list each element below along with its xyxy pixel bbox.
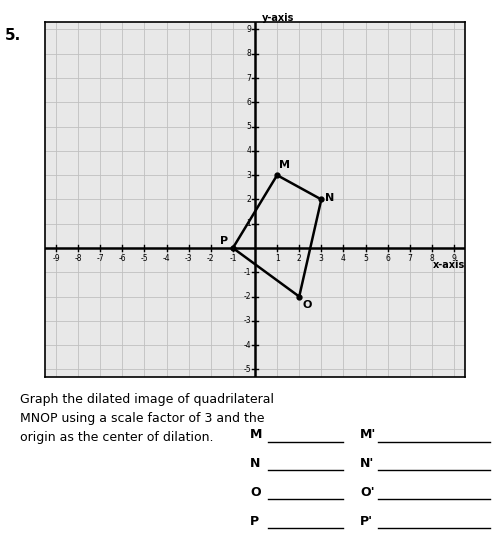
Text: -4: -4 (244, 341, 251, 350)
Text: -7: -7 (96, 254, 104, 263)
Text: O: O (302, 300, 312, 310)
Text: 1: 1 (274, 254, 280, 263)
Text: N': N' (360, 457, 374, 470)
Text: M': M' (360, 428, 376, 442)
Text: N: N (324, 193, 334, 203)
Text: -6: -6 (118, 254, 126, 263)
Text: 4: 4 (246, 146, 251, 155)
Text: x-axis: x-axis (433, 260, 465, 270)
Text: 9: 9 (452, 254, 456, 263)
Text: 7: 7 (408, 254, 412, 263)
Text: 3: 3 (246, 171, 251, 179)
Text: 6: 6 (385, 254, 390, 263)
Text: 1: 1 (246, 219, 251, 228)
Text: -3: -3 (185, 254, 192, 263)
Text: -2: -2 (207, 254, 214, 263)
Text: M: M (250, 428, 262, 442)
Text: 2: 2 (297, 254, 302, 263)
Text: y-axis: y-axis (262, 13, 294, 23)
Text: -5: -5 (140, 254, 148, 263)
Text: -4: -4 (163, 254, 170, 263)
Text: 4: 4 (341, 254, 346, 263)
Text: -1: -1 (244, 268, 251, 277)
Text: -5: -5 (244, 365, 251, 374)
Text: -2: -2 (244, 292, 251, 301)
Text: 8: 8 (246, 49, 251, 58)
Text: P: P (220, 235, 228, 245)
Text: 6: 6 (246, 98, 251, 107)
Text: 9: 9 (246, 25, 251, 34)
Text: P: P (250, 515, 259, 528)
Text: Graph the dilated image of quadrilateral
MNOP using a scale factor of 3 and the
: Graph the dilated image of quadrilateral… (20, 393, 274, 444)
Text: 7: 7 (246, 74, 251, 83)
Text: M: M (280, 160, 290, 170)
Text: N: N (250, 457, 260, 470)
Text: O': O' (360, 486, 374, 499)
Text: 2: 2 (246, 195, 251, 204)
Text: 3: 3 (319, 254, 324, 263)
Text: -1: -1 (229, 254, 236, 263)
Text: O: O (250, 486, 260, 499)
Text: 5.: 5. (5, 28, 21, 43)
Text: 5: 5 (363, 254, 368, 263)
Text: -3: -3 (244, 316, 251, 325)
Text: P': P' (360, 515, 373, 528)
Text: 5: 5 (246, 122, 251, 131)
Text: -8: -8 (74, 254, 82, 263)
Text: 8: 8 (430, 254, 434, 263)
Text: -9: -9 (52, 254, 60, 263)
